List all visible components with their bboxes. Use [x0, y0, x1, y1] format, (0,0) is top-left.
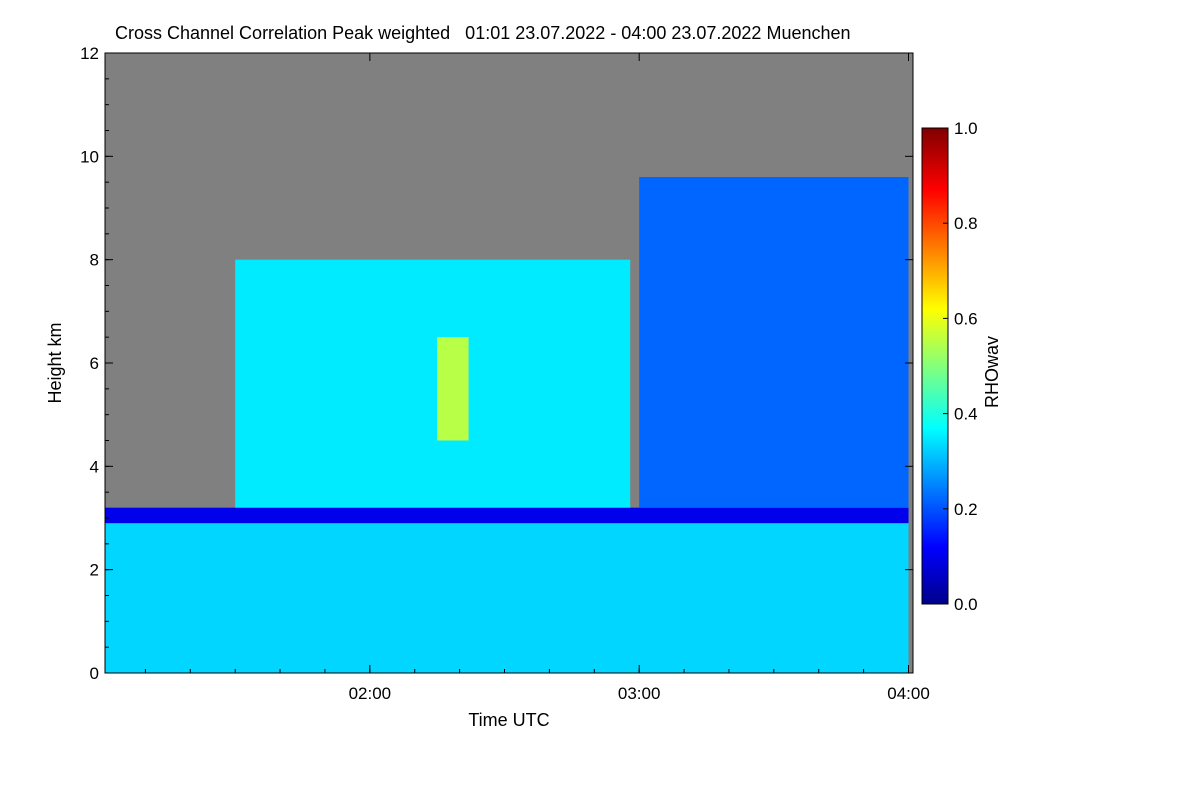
y-tick-label: 10 — [80, 147, 99, 166]
x-axis-label: Time UTC — [468, 710, 549, 730]
x-tick-label: 03:00 — [618, 684, 661, 703]
data-region-2 — [105, 507, 909, 524]
data-region-3 — [235, 259, 631, 508]
colorbar-tick-label: 0.4 — [954, 405, 978, 424]
x-axis: 02:00 03:00 04:00 — [144, 53, 930, 703]
colorbar-tick-label: 0.8 — [954, 214, 978, 233]
y-tick-label: 8 — [90, 251, 99, 270]
colorbar-tick-label: 0.6 — [954, 309, 978, 328]
x-tick-label: 02:00 — [349, 684, 392, 703]
chart-title: Cross Channel Correlation Peak weighted … — [115, 23, 851, 43]
data-region-1 — [105, 507, 909, 673]
colorbar-ticks: 0.0 0.2 0.4 0.6 0.8 1.0 — [943, 119, 978, 614]
y-tick-label: 2 — [90, 561, 99, 580]
colorbar-tick-label: 0.2 — [954, 500, 978, 519]
y-axis: 0 2 4 6 8 10 12 — [80, 44, 913, 683]
x-tick-label: 04:00 — [887, 684, 930, 703]
y-tick-label: 6 — [90, 354, 99, 373]
data-region-4 — [437, 337, 469, 441]
data-region-5 — [639, 177, 909, 508]
colorbar-tick-label: 0.0 — [954, 595, 978, 614]
y-tick-label: 4 — [90, 457, 99, 476]
colorbar-tick-label: 1.0 — [954, 119, 978, 138]
colorbar-label: RHOwav — [982, 336, 1002, 408]
colorbar — [921, 127, 949, 605]
y-tick-label: 0 — [90, 664, 99, 683]
y-tick-label: 12 — [80, 44, 99, 63]
y-axis-label: Height km — [45, 322, 65, 403]
data-field — [105, 177, 909, 673]
